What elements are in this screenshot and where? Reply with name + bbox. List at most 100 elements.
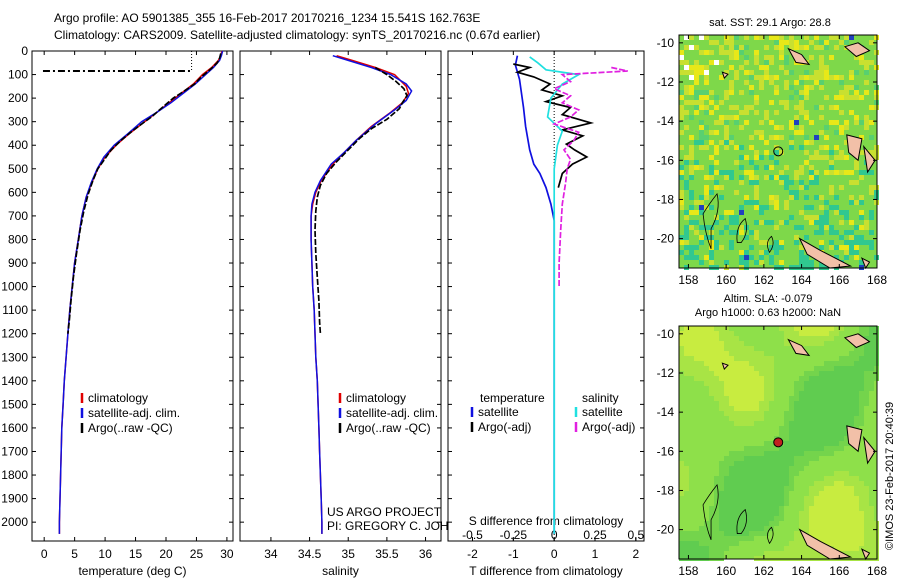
map-cell: [759, 205, 764, 210]
map-cell: [764, 386, 769, 391]
map-cell: [734, 115, 739, 120]
y-tick-label: 2000: [1, 515, 28, 529]
map-cell: [829, 511, 834, 516]
map-cell: [699, 125, 704, 130]
map-cell: [714, 356, 719, 361]
map-cell: [754, 95, 759, 100]
difference-series-2: [529, 56, 582, 534]
map-cell: [709, 381, 714, 386]
map-cell: [714, 40, 719, 45]
map-cell: [804, 376, 809, 381]
map-cell: [854, 541, 859, 546]
map-cell: [839, 406, 844, 411]
map-cell: [789, 336, 794, 341]
map-cell: [754, 526, 759, 531]
map-cell: [754, 416, 759, 421]
map-cell: [829, 421, 834, 426]
map-cell: [804, 160, 809, 165]
map-cell: [839, 155, 844, 160]
map-cell: [759, 376, 764, 381]
map-cell: [724, 406, 729, 411]
map-cell: [699, 105, 704, 110]
map-cell: [769, 396, 774, 401]
map-cell: [719, 170, 724, 175]
map-cell: [689, 551, 694, 556]
map-cell: [824, 406, 829, 411]
map-cell: [734, 45, 739, 50]
map-cell: [754, 155, 759, 160]
map-cell: [699, 225, 704, 230]
map-cell: [809, 526, 814, 531]
difference-series-3: [551, 66, 628, 287]
map-cell: [744, 496, 749, 501]
map-cell: [749, 406, 754, 411]
map-cell: [849, 366, 854, 371]
map-cell: [799, 446, 804, 451]
map-cell: [744, 501, 749, 506]
map-cell: [754, 411, 759, 416]
map-cell: [749, 411, 754, 416]
map-cell: [684, 125, 689, 130]
map-cell: [824, 371, 829, 376]
map-cell: [704, 235, 709, 240]
map-cell: [719, 230, 724, 235]
map-cell: [864, 346, 869, 351]
map-cell: [729, 501, 734, 506]
map-cell: [859, 501, 864, 506]
map-cell: [814, 531, 819, 536]
map-cell: [679, 481, 684, 486]
map-cell: [814, 421, 819, 426]
map-cell: [729, 386, 734, 391]
map-cell: [754, 396, 759, 401]
map-cell: [679, 145, 684, 150]
map-cell: [714, 145, 719, 150]
map-cell: [824, 441, 829, 446]
map-cell: [834, 75, 839, 80]
map-cell: [819, 336, 824, 341]
map-cell: [784, 80, 789, 85]
map-cell: [759, 446, 764, 451]
map-x-tick-label: 166: [829, 564, 849, 578]
map-cell: [764, 220, 769, 225]
bathymetry-contour: [736, 217, 747, 243]
map-cell: [854, 506, 859, 511]
map-cell: [844, 516, 849, 521]
map-cell: [764, 45, 769, 50]
map-cell: [794, 551, 799, 556]
map-cell: [769, 60, 774, 65]
map-cell: [699, 210, 704, 215]
map-cell: [779, 40, 784, 45]
map-cell: [819, 491, 824, 496]
map-cell: [799, 396, 804, 401]
map-cell: [754, 461, 759, 466]
map-cell: [699, 100, 704, 105]
map-cell: [814, 371, 819, 376]
map-cell: [724, 170, 729, 175]
map-cell: [824, 331, 829, 336]
map-cell: [764, 110, 769, 115]
x-tick-label: 34.5: [298, 547, 322, 561]
map-cell: [689, 205, 694, 210]
map-cell: [684, 336, 689, 341]
map-cell: [829, 506, 834, 511]
map-cell: [749, 160, 754, 165]
y-tick-label: 900: [8, 256, 28, 270]
map-cell: [839, 150, 844, 155]
map-cell: [849, 35, 854, 40]
map-cell: [684, 60, 689, 65]
map-cell: [824, 225, 829, 230]
map-cell: [739, 341, 744, 346]
map-cell: [699, 95, 704, 100]
map-cell: [779, 135, 784, 140]
map-cell: [839, 506, 844, 511]
map-cell: [859, 225, 864, 230]
map-cell: [759, 511, 764, 516]
map-cell: [864, 366, 869, 371]
map-cell: [714, 541, 719, 546]
map-x-tick-label: 166: [829, 273, 849, 287]
map-cell: [684, 225, 689, 230]
map-cell: [824, 431, 829, 436]
map-x-tick-label: 160: [716, 564, 736, 578]
map-cell: [829, 75, 834, 80]
map-cell: [779, 471, 784, 476]
